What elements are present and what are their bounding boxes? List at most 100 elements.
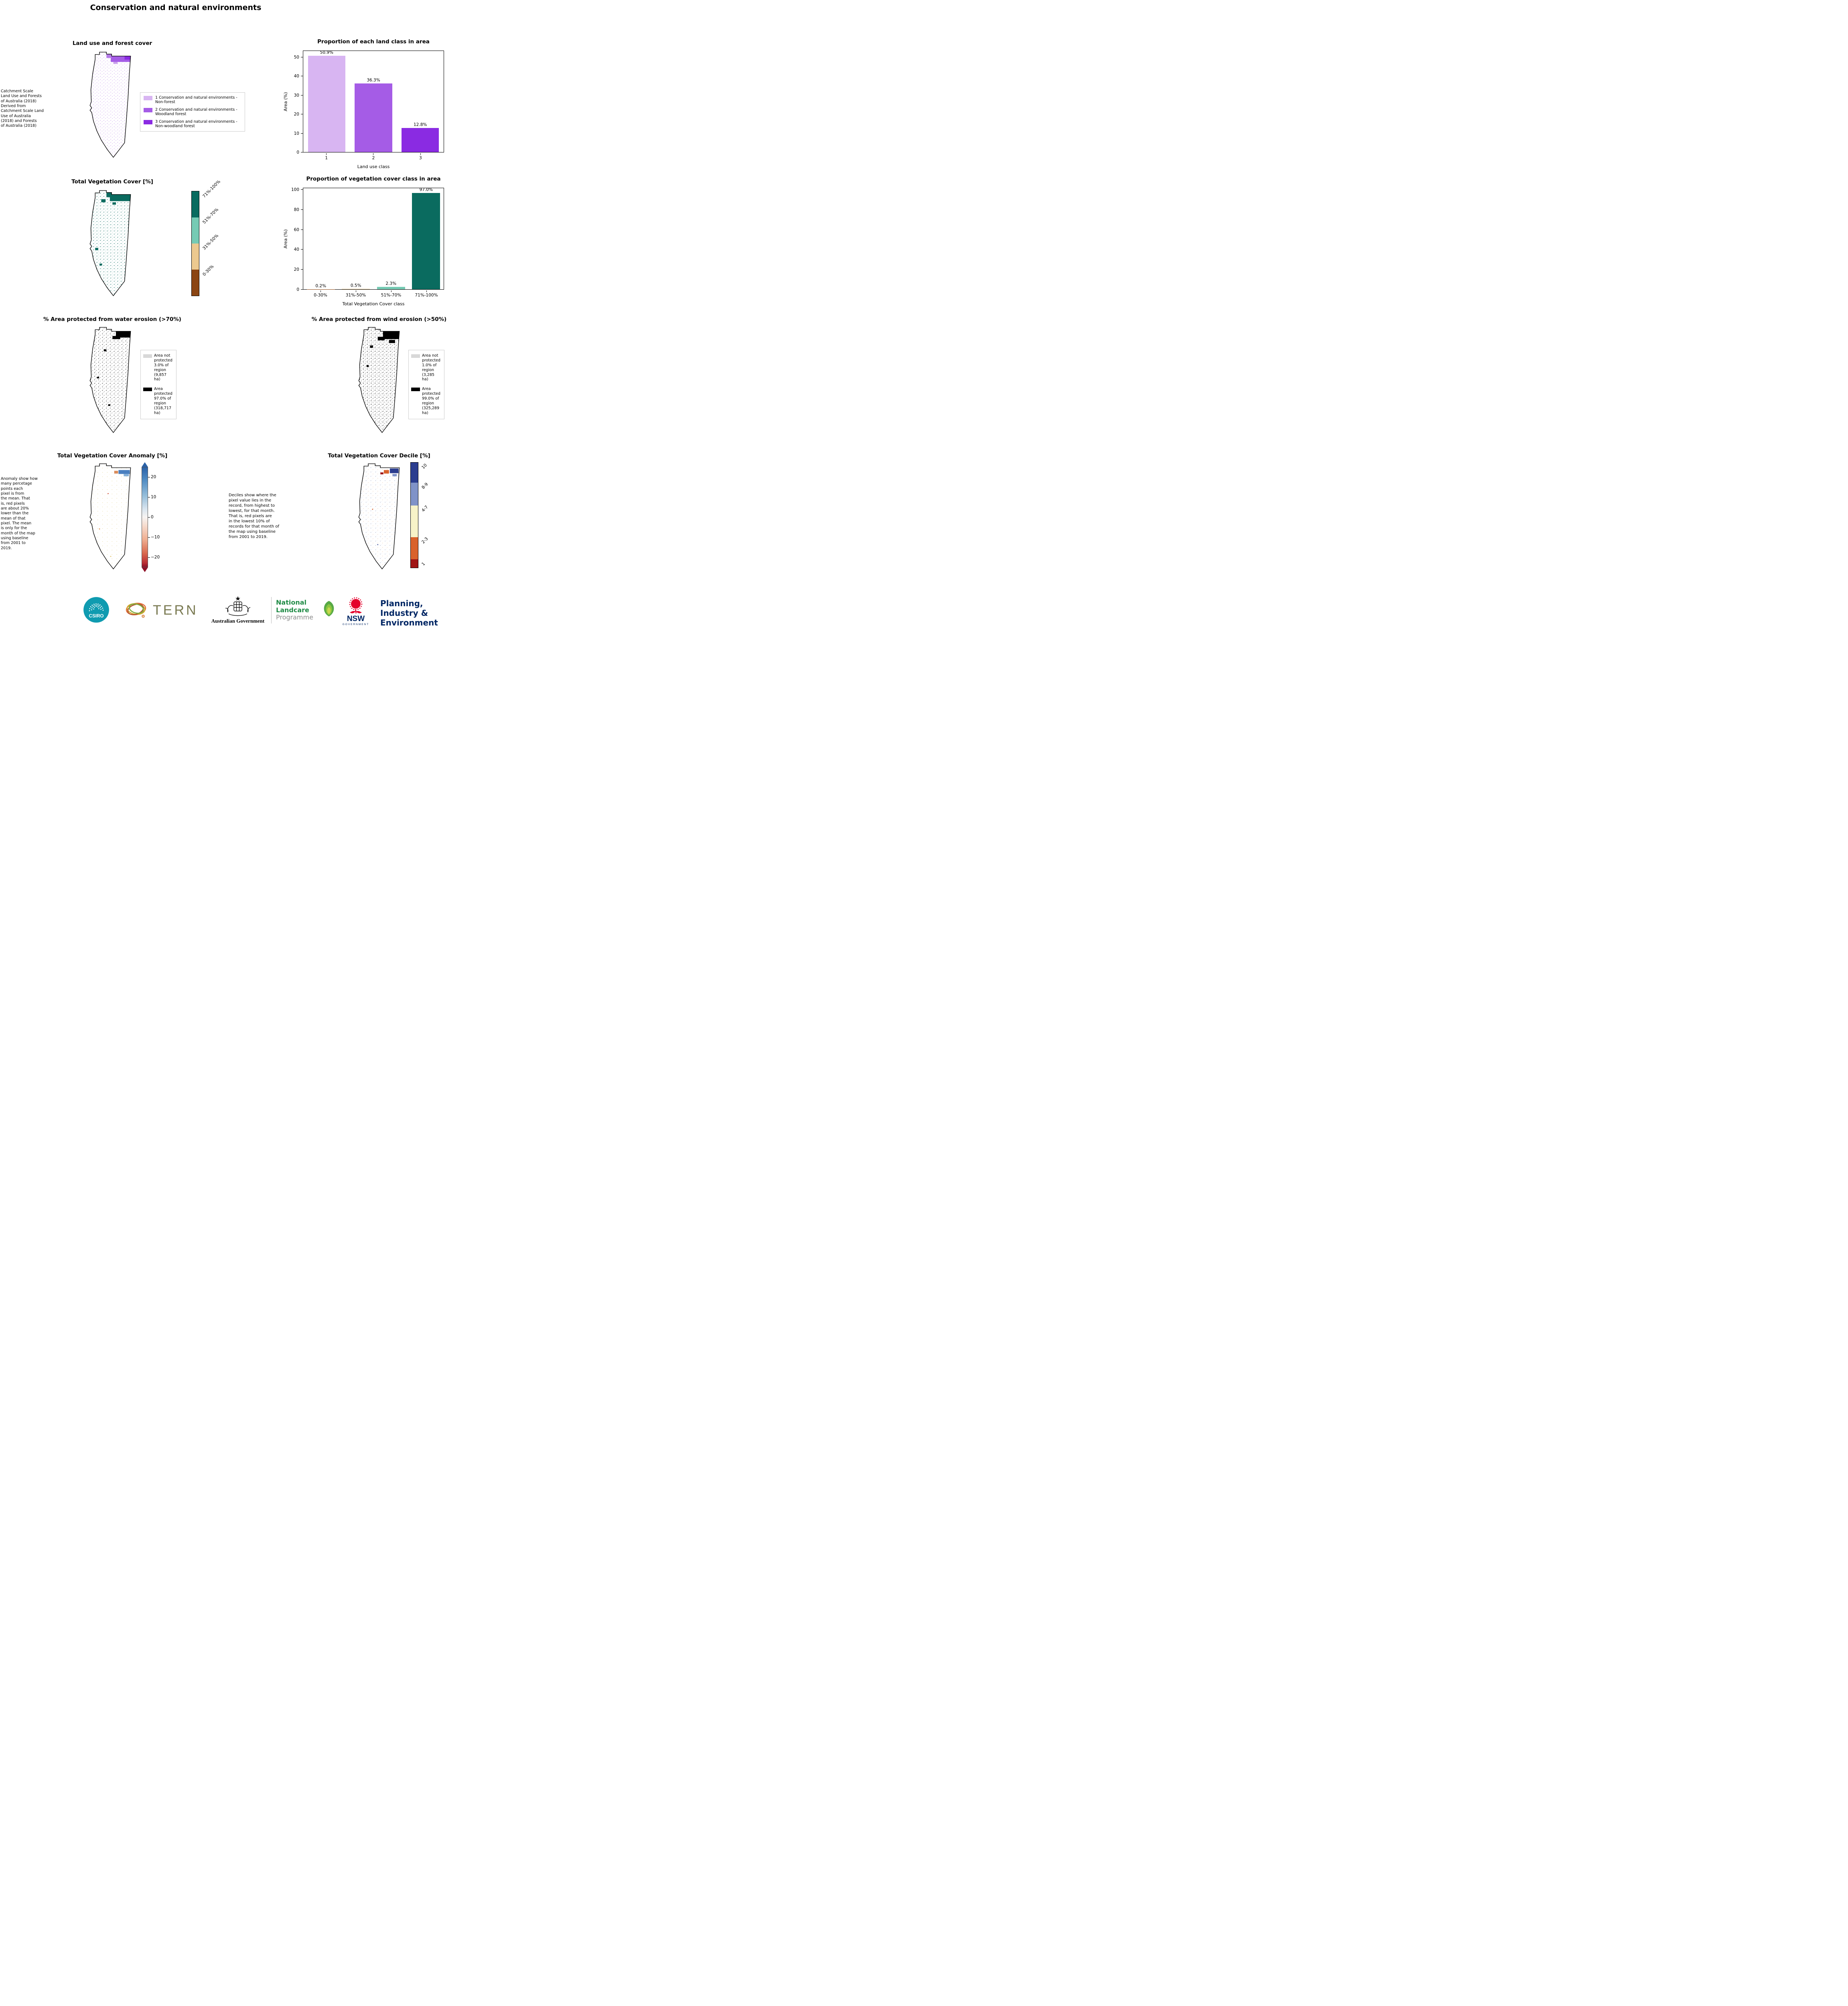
veg-cover-map-svg — [89, 190, 131, 296]
y-tick-label: 80 — [294, 207, 299, 212]
forest-band — [106, 54, 131, 64]
decile-map-svg — [358, 463, 400, 570]
y-tick-mark — [301, 269, 303, 270]
colorbar-tick: −10 — [148, 535, 160, 540]
y-tick-label: 40 — [294, 74, 299, 79]
y-tick-label: 30 — [294, 93, 299, 98]
legend-item: 3 Conservation and natural environments … — [144, 120, 241, 129]
legend-swatch-not-protected — [143, 354, 152, 358]
bar-value-label: 0.2% — [315, 283, 327, 288]
bar-slot: 36.3% — [350, 51, 397, 152]
tick-mark — [148, 517, 150, 518]
water-erosion-map-svg — [89, 327, 131, 433]
tern-label: TERN — [153, 603, 198, 618]
y-tick-label: 20 — [294, 112, 299, 117]
colorbar-tick: −20 — [148, 555, 160, 560]
x-tick-label: 1 — [303, 153, 350, 160]
planning-line-2: Industry & — [380, 608, 428, 618]
decile-colorbar: 10 8-9 4-7 2-3 1 — [410, 462, 429, 568]
plot-area: 50.9% 36.3% 12.8% — [303, 50, 444, 152]
anomaly-map-svg — [89, 463, 131, 570]
bar-value-label: 36.3% — [367, 78, 380, 83]
colorbar-segment: 10 — [411, 463, 428, 483]
wind-erosion-map — [351, 326, 407, 436]
colorbar-label: 1 — [421, 561, 426, 567]
y-tick-mark — [301, 209, 303, 210]
x-axis-label: Total Vegetation Cover class — [342, 301, 405, 307]
tick-label: 0 — [151, 515, 154, 520]
chart-title: Proportion of each land class in area — [317, 39, 430, 45]
y-tick-label: 60 — [294, 227, 299, 232]
x-axis-label: Land use class — [357, 164, 390, 169]
wind-erosion-map-svg — [358, 327, 400, 433]
plot-area: 0.2% 0.5% 2.3% 97.0% — [303, 187, 444, 290]
page-title: Conservation and natural environments — [90, 3, 262, 12]
csiro-label: CSIRO — [89, 613, 104, 619]
bar-value-label: 97.0% — [419, 187, 433, 193]
footer-divider — [271, 597, 272, 623]
legend-swatch-not-protected — [411, 354, 420, 358]
tern-logo-svg: TERN — [126, 603, 198, 618]
bar-value-label: 2.3% — [385, 281, 397, 286]
land-use-legend: 1 Conservation and natural environments … — [140, 92, 245, 132]
tern-logo: TERN — [122, 597, 199, 624]
y-axis: 0 10 20 30 40 50 — [288, 51, 303, 155]
x-tick-label: 71%-100% — [409, 290, 444, 298]
waratah-icon — [349, 597, 363, 614]
decile-cluster — [372, 468, 399, 545]
bar-slot: 12.8% — [397, 51, 444, 152]
colorbar-segment: 31%-50% — [192, 233, 219, 270]
y-tick-label: 10 — [294, 131, 299, 136]
legend-label: 1 Conservation and natural environments … — [155, 95, 237, 105]
legend-label: Area protected 99.0% of region (325,289 … — [422, 387, 440, 415]
bar-value-label: 0.5% — [350, 283, 361, 288]
anomaly-map-title: Total Vegetation Cover Anomaly [%] — [57, 453, 168, 459]
x-tick-label: 2 — [350, 153, 397, 160]
land-use-map — [82, 51, 138, 160]
bar-slot: 0.5% — [339, 188, 374, 289]
veg-cover-colorbar: 71%-100% 51%-70% 31%-50% 0-30% — [191, 179, 221, 296]
nsw-sub-label: GOVERNMENT — [343, 623, 369, 626]
planning-industry-environment-logo: Planning, Industry & Environment — [380, 599, 438, 627]
ausgov-label: Australian Government — [211, 618, 265, 624]
y-tick-label: 0 — [296, 287, 299, 292]
tick-mark — [148, 557, 150, 558]
australian-government-logo: Australian Government — [209, 595, 267, 627]
planning-line-1: Planning, — [380, 599, 423, 608]
legend-item: 1 Conservation and natural environments … — [144, 95, 241, 105]
colorbar-segment: 4-7 — [411, 505, 429, 537]
colorbar-label: 8-9 — [421, 481, 429, 490]
bar-slot: 97.0% — [409, 187, 444, 289]
crest-star — [235, 596, 240, 601]
colorbar-segment: 2-3 — [411, 536, 429, 559]
landcare-leaf-icon — [324, 601, 334, 617]
colorbar-segment: 0-30% — [192, 264, 215, 296]
crest-emu — [242, 605, 251, 613]
y-axis-label-text: Area (%) — [283, 92, 288, 111]
bar-slot: 2.3% — [373, 188, 409, 289]
y-tick-label: 0 — [296, 150, 299, 155]
colorbar-tick: 0 — [148, 515, 154, 520]
decile-map — [351, 462, 407, 572]
x-tick-label: 3 — [397, 153, 444, 160]
legend-swatch-protected — [143, 388, 152, 392]
landcare-line-2: Landcare — [276, 606, 309, 614]
land-class-chart: Proportion of each land class in area Ar… — [283, 39, 447, 171]
anomaly-colorbar: 20 10 0 −10 −20 — [142, 462, 166, 572]
tick-mark — [148, 537, 150, 538]
australian-government-logo-svg: Australian Government — [211, 596, 265, 624]
anomaly-map — [82, 462, 138, 572]
bar-3 — [402, 128, 439, 152]
colorbar-arrow-up — [142, 462, 148, 467]
nsw-government-logo: NSW GOVERNMENT — [339, 595, 373, 630]
dense-cover-band — [95, 192, 131, 266]
y-tick-label: 50 — [294, 55, 299, 60]
chart-title: Proportion of vegetation cover class in … — [306, 176, 441, 182]
report-page: Conservation and natural environments La… — [0, 0, 462, 642]
legend-label: Area not protected 3.0% of region (9,857… — [154, 353, 172, 382]
land-use-map-title: Land use and forest cover — [72, 40, 152, 47]
y-tick-mark — [301, 229, 303, 230]
water-erosion-legend: Area not protected 3.0% of region (9,857… — [140, 350, 176, 419]
legend-item: Area protected 99.0% of region (325,289 … — [411, 387, 442, 415]
